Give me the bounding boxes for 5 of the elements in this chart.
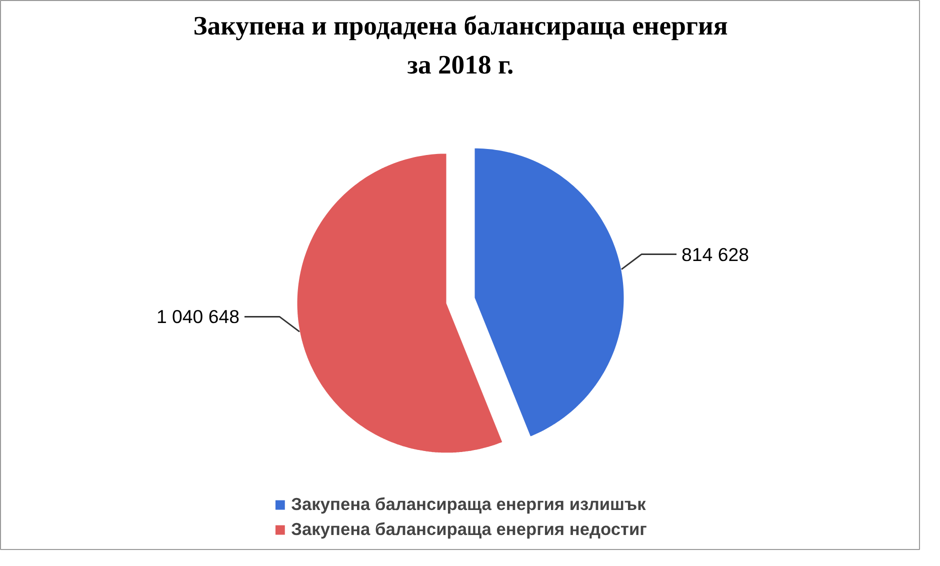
legend-label: Закупена балансираща енергия недостиг [291,519,647,540]
legend-label: Закупена балансираща енергия излишък [291,494,646,515]
data-label: 1 040 648 [156,306,240,328]
data-label: 814 628 [682,244,749,265]
chart-title: Закупена и продадена балансираща енергия за 2018 г. [193,10,728,80]
